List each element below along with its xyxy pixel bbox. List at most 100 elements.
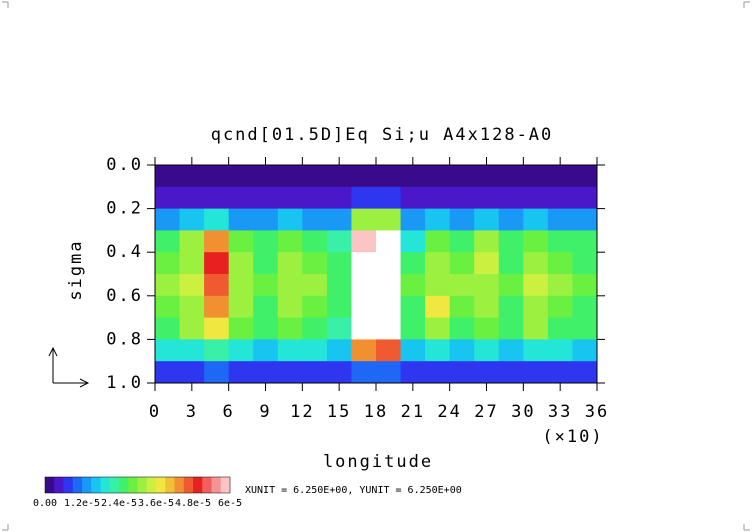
colorbar-swatch: [183, 477, 194, 493]
heat-cell: [326, 230, 352, 253]
heat-cell: [253, 208, 279, 231]
chart-title: qcnd[01.5D]Eq Si;u A4x128-A0: [211, 125, 554, 145]
heat-cell: [204, 186, 230, 210]
heat-cell: [253, 230, 279, 253]
heat-cell: [302, 165, 328, 188]
heat-cell: [474, 274, 500, 297]
heat-cell: [498, 186, 524, 210]
heat-cell: [228, 230, 254, 253]
x-tick-label: 12: [290, 402, 314, 422]
heat-cell: [547, 339, 573, 362]
colorbar-swatch: [54, 477, 64, 493]
heat-cell: [425, 317, 451, 340]
heat-cell: [449, 208, 475, 231]
heat-cell: [498, 274, 524, 297]
colorbar-label: 1.2e-5: [64, 498, 100, 509]
heat-cell: [155, 317, 181, 340]
heat-cell: [376, 208, 402, 231]
heat-cell: [572, 186, 598, 210]
heat-cell: [523, 186, 549, 210]
heat-cell: [572, 361, 598, 384]
heat-cell: [253, 361, 279, 384]
x-axis-label: longitude: [323, 452, 433, 472]
heat-cell: [498, 252, 524, 275]
heat-cell: [204, 339, 230, 362]
colorbar-swatch: [109, 477, 120, 493]
x-tick-label: 33: [548, 402, 572, 422]
colorbar-label: 4.8e-5: [175, 498, 211, 509]
heat-cell: [449, 252, 475, 275]
heat-cell: [376, 165, 402, 188]
heat-cell: [400, 252, 426, 275]
heat-cell: [302, 208, 328, 231]
heat-cell: [302, 186, 328, 210]
heat-cell: [179, 208, 205, 231]
heat-cell: [351, 186, 377, 210]
heat-cell: [547, 186, 573, 210]
heat-cell: [474, 230, 500, 253]
heat-cell: [302, 361, 328, 384]
heat-cell: [277, 230, 303, 253]
x-tick-label: 9: [259, 402, 271, 422]
heat-cell: [474, 339, 500, 362]
heat-cell: [179, 295, 205, 319]
heat-cell: [498, 230, 524, 253]
heat-cell: [302, 274, 328, 297]
colorbar-swatch: [72, 477, 83, 493]
heat-cell: [155, 274, 181, 297]
heat-cell: [155, 339, 181, 362]
heat-cell: [498, 317, 524, 340]
heat-cell: [547, 274, 573, 297]
x-tick-label: 24: [437, 402, 461, 422]
colorbar-swatch: [193, 477, 203, 493]
heat-cell: [425, 274, 451, 297]
colorbar-swatch: [156, 477, 166, 493]
heat-cell: [351, 274, 377, 297]
heat-cell: [155, 252, 181, 275]
heat-cell: [204, 165, 230, 188]
heat-cell: [474, 317, 500, 340]
x-annotation: (×10): [542, 427, 603, 447]
x-tick-label: 36: [585, 402, 609, 422]
heat-cell: [228, 295, 254, 319]
colorbar-frame: [44, 476, 231, 494]
heat-cell: [547, 295, 573, 319]
heat-cell: [474, 361, 500, 384]
heat-cell: [400, 274, 426, 297]
y-tick-label: 0.0: [106, 155, 143, 175]
heat-cell: [376, 186, 402, 210]
heat-cell: [425, 252, 451, 275]
heat-cell: [326, 274, 352, 297]
colorbar-swatch: [119, 477, 129, 493]
heat-cell: [449, 339, 475, 362]
heat-cell: [228, 186, 254, 210]
heat-cell: [425, 186, 451, 210]
heat-cell: [326, 339, 352, 362]
heat-cell: [449, 295, 475, 319]
x-tick-label: 21: [401, 402, 425, 422]
heat-cell: [326, 361, 352, 384]
heat-cell: [376, 252, 402, 275]
colorbar-swatch: [165, 477, 175, 493]
heat-cell: [228, 165, 254, 188]
heat-cell: [523, 339, 549, 362]
heat-cell: [155, 230, 181, 253]
heat-cell: [547, 165, 573, 188]
heat-cell: [449, 165, 475, 188]
heat-cell: [523, 295, 549, 319]
heat-cell: [523, 274, 549, 297]
heat-cell: [474, 252, 500, 275]
heat-cell: [228, 339, 254, 362]
x-tick-label: 27: [474, 402, 498, 422]
x-tick-label: 3: [186, 402, 198, 422]
heat-cell: [302, 252, 328, 275]
colorbar-swatch: [45, 477, 55, 493]
colorbar-swatch: [202, 477, 212, 493]
heat-cell: [351, 295, 377, 319]
heat-cell: [351, 165, 377, 188]
heat-cell: [572, 208, 598, 231]
heat-cell: [400, 165, 426, 188]
y-tick-label: 0.8: [106, 329, 143, 349]
heat-cell: [376, 339, 402, 362]
